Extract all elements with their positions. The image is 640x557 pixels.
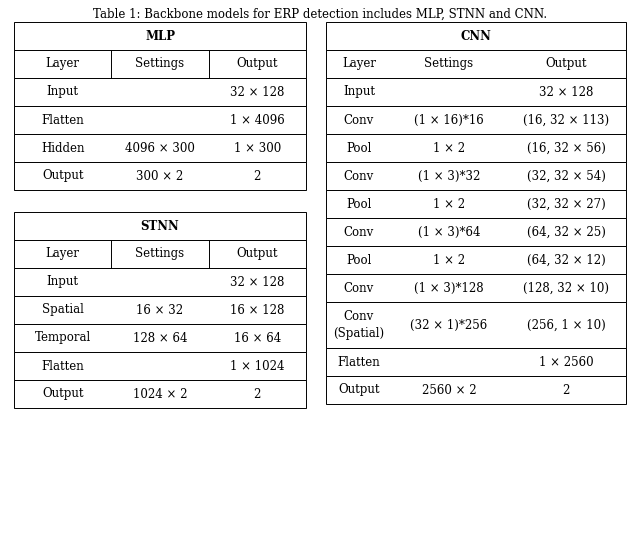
Bar [14, 352, 306, 380]
Text: Spatial: Spatial [42, 304, 84, 316]
Text: Output: Output [237, 247, 278, 261]
Text: Output: Output [42, 169, 83, 183]
Bar [14, 106, 306, 134]
Text: Conv: Conv [344, 281, 374, 295]
Text: Output: Output [339, 384, 380, 397]
Bar [14, 78, 306, 106]
Text: CNN: CNN [461, 30, 492, 42]
Bar [14, 324, 306, 352]
Bar [326, 162, 626, 190]
Bar [326, 50, 626, 78]
Text: 2: 2 [253, 388, 261, 400]
Text: Pool: Pool [346, 253, 372, 266]
Bar [14, 296, 306, 324]
Bar [14, 380, 306, 408]
Text: 1024 × 2: 1024 × 2 [132, 388, 188, 400]
Text: 128 × 64: 128 × 64 [132, 331, 188, 344]
Text: 300 × 2: 300 × 2 [136, 169, 184, 183]
Text: Input: Input [47, 276, 79, 289]
Text: (1 × 3)*32: (1 × 3)*32 [418, 169, 480, 183]
Bar [14, 240, 306, 268]
Bar [326, 78, 626, 106]
Text: 16 × 32: 16 × 32 [136, 304, 184, 316]
Text: 1 × 2560: 1 × 2560 [539, 355, 593, 369]
Text: STNN: STNN [141, 219, 179, 232]
Text: 1 × 1024: 1 × 1024 [230, 359, 285, 373]
Text: (16, 32 × 113): (16, 32 × 113) [523, 114, 609, 126]
Text: Pool: Pool [346, 198, 372, 211]
Text: 1 × 2: 1 × 2 [433, 198, 465, 211]
Text: (64, 32 × 25): (64, 32 × 25) [527, 226, 605, 238]
Bar [14, 134, 306, 162]
Bar [14, 212, 306, 240]
Text: (1 × 3)*128: (1 × 3)*128 [414, 281, 484, 295]
Text: 2560 × 2: 2560 × 2 [422, 384, 476, 397]
Text: Conv: Conv [344, 310, 374, 324]
Text: Settings: Settings [136, 57, 184, 71]
Bar [326, 348, 626, 376]
Text: Table 1: Backbone models for ERP detection includes MLP, STNN and CNN.: Table 1: Backbone models for ERP detecti… [93, 8, 547, 21]
Text: Conv: Conv [344, 114, 374, 126]
Text: 1 × 2: 1 × 2 [433, 141, 465, 154]
Text: (256, 1 × 10): (256, 1 × 10) [527, 319, 605, 331]
Bar [326, 22, 626, 50]
Text: 1 × 2: 1 × 2 [433, 253, 465, 266]
Text: (16, 32 × 56): (16, 32 × 56) [527, 141, 605, 154]
Text: 2: 2 [563, 384, 570, 397]
Text: 1 × 4096: 1 × 4096 [230, 114, 285, 126]
Bar [326, 302, 626, 348]
Text: Input: Input [343, 86, 375, 99]
Text: Conv: Conv [344, 226, 374, 238]
Text: Conv: Conv [344, 169, 374, 183]
Text: Flatten: Flatten [42, 359, 84, 373]
Text: Output: Output [545, 57, 587, 71]
Text: Layer: Layer [45, 247, 79, 261]
Bar [14, 50, 306, 78]
Text: 16 × 128: 16 × 128 [230, 304, 285, 316]
Bar [326, 218, 626, 246]
Bar [14, 162, 306, 190]
Text: Input: Input [47, 86, 79, 99]
Text: Hidden: Hidden [41, 141, 84, 154]
Text: 1 × 300: 1 × 300 [234, 141, 281, 154]
Text: Pool: Pool [346, 141, 372, 154]
Bar [14, 268, 306, 296]
Text: Layer: Layer [45, 57, 79, 71]
Text: 2: 2 [253, 169, 261, 183]
Text: (32, 32 × 27): (32, 32 × 27) [527, 198, 605, 211]
Text: Settings: Settings [424, 57, 474, 71]
Bar [326, 190, 626, 218]
Text: Flatten: Flatten [42, 114, 84, 126]
Text: (Spatial): (Spatial) [333, 326, 385, 340]
Text: Flatten: Flatten [338, 355, 380, 369]
Text: (1 × 16)*16: (1 × 16)*16 [414, 114, 484, 126]
Bar [326, 134, 626, 162]
Bar [326, 376, 626, 404]
Text: Layer: Layer [342, 57, 376, 71]
Text: Output: Output [42, 388, 83, 400]
Text: Settings: Settings [136, 247, 184, 261]
Text: 16 × 64: 16 × 64 [234, 331, 281, 344]
Bar [14, 22, 306, 50]
Text: 32 × 128: 32 × 128 [539, 86, 593, 99]
Text: (64, 32 × 12): (64, 32 × 12) [527, 253, 605, 266]
Text: 4096 × 300: 4096 × 300 [125, 141, 195, 154]
Text: MLP: MLP [145, 30, 175, 42]
Text: (32 × 1)*256: (32 × 1)*256 [410, 319, 488, 331]
Text: 32 × 128: 32 × 128 [230, 276, 285, 289]
Bar [326, 246, 626, 274]
Text: Output: Output [237, 57, 278, 71]
Text: (1 × 3)*64: (1 × 3)*64 [418, 226, 480, 238]
Text: (32, 32 × 54): (32, 32 × 54) [527, 169, 605, 183]
Text: Temporal: Temporal [35, 331, 91, 344]
Bar [326, 106, 626, 134]
Bar [326, 274, 626, 302]
Text: 32 × 128: 32 × 128 [230, 86, 285, 99]
Text: (128, 32 × 10): (128, 32 × 10) [523, 281, 609, 295]
